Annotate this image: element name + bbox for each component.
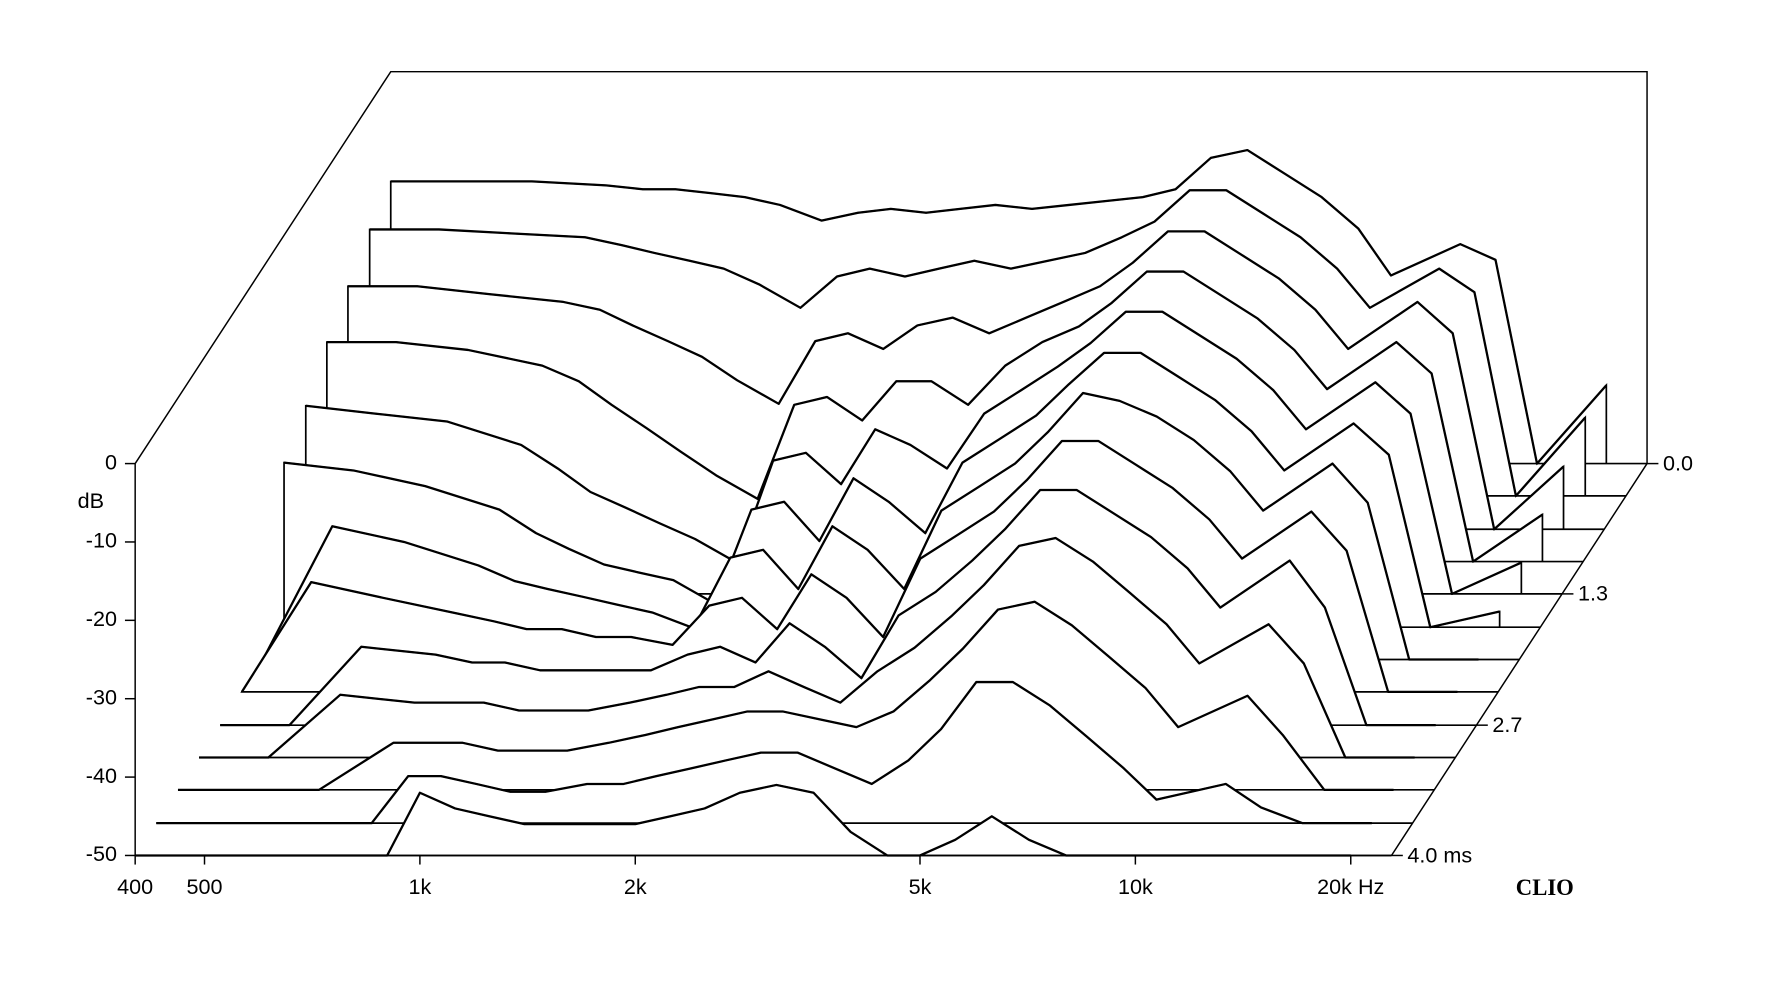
y-axis-label: dB bbox=[78, 488, 104, 513]
slice-curve bbox=[261, 391, 1479, 661]
y-tick-label: 0 bbox=[105, 449, 117, 474]
slice-curve bbox=[369, 189, 1587, 498]
y-tick-label: -40 bbox=[86, 763, 117, 788]
y-tick-label: -20 bbox=[86, 606, 117, 631]
time-tick-label: 2.7 bbox=[1492, 712, 1522, 737]
x-tick-label: 20k Hz bbox=[1317, 874, 1384, 899]
slice-curve bbox=[326, 270, 1544, 563]
brand-label: CLIO bbox=[1516, 875, 1574, 900]
x-tick-label: 2k bbox=[624, 874, 647, 899]
x-tick-label: 1k bbox=[408, 874, 431, 899]
back-frame bbox=[134, 70, 1648, 464]
slice-curve bbox=[305, 310, 1522, 596]
time-tick-label: 4.0 ms bbox=[1407, 842, 1472, 867]
time-tick-label: 0.0 bbox=[1663, 450, 1693, 475]
x-tick-label: 5k bbox=[909, 874, 932, 899]
slice-curve bbox=[156, 680, 1372, 825]
slice-curve bbox=[240, 439, 1458, 693]
x-tick-label: 500 bbox=[187, 874, 223, 899]
y-tick-label: -30 bbox=[86, 684, 117, 709]
slice-curve bbox=[390, 148, 1608, 465]
slice-curve bbox=[177, 600, 1394, 791]
time-tick-label: 1.3 bbox=[1578, 581, 1608, 606]
x-tick-label: 400 bbox=[117, 874, 153, 899]
x-tick-label: 10k bbox=[1118, 874, 1153, 899]
y-tick-label: -10 bbox=[86, 528, 117, 553]
time-axis bbox=[1390, 463, 1648, 856]
y-tick-label: -50 bbox=[86, 841, 117, 866]
slice-curve bbox=[347, 230, 1565, 531]
slice-curve bbox=[220, 488, 1436, 727]
slice-curve bbox=[283, 351, 1500, 629]
slice-curve bbox=[199, 536, 1415, 759]
